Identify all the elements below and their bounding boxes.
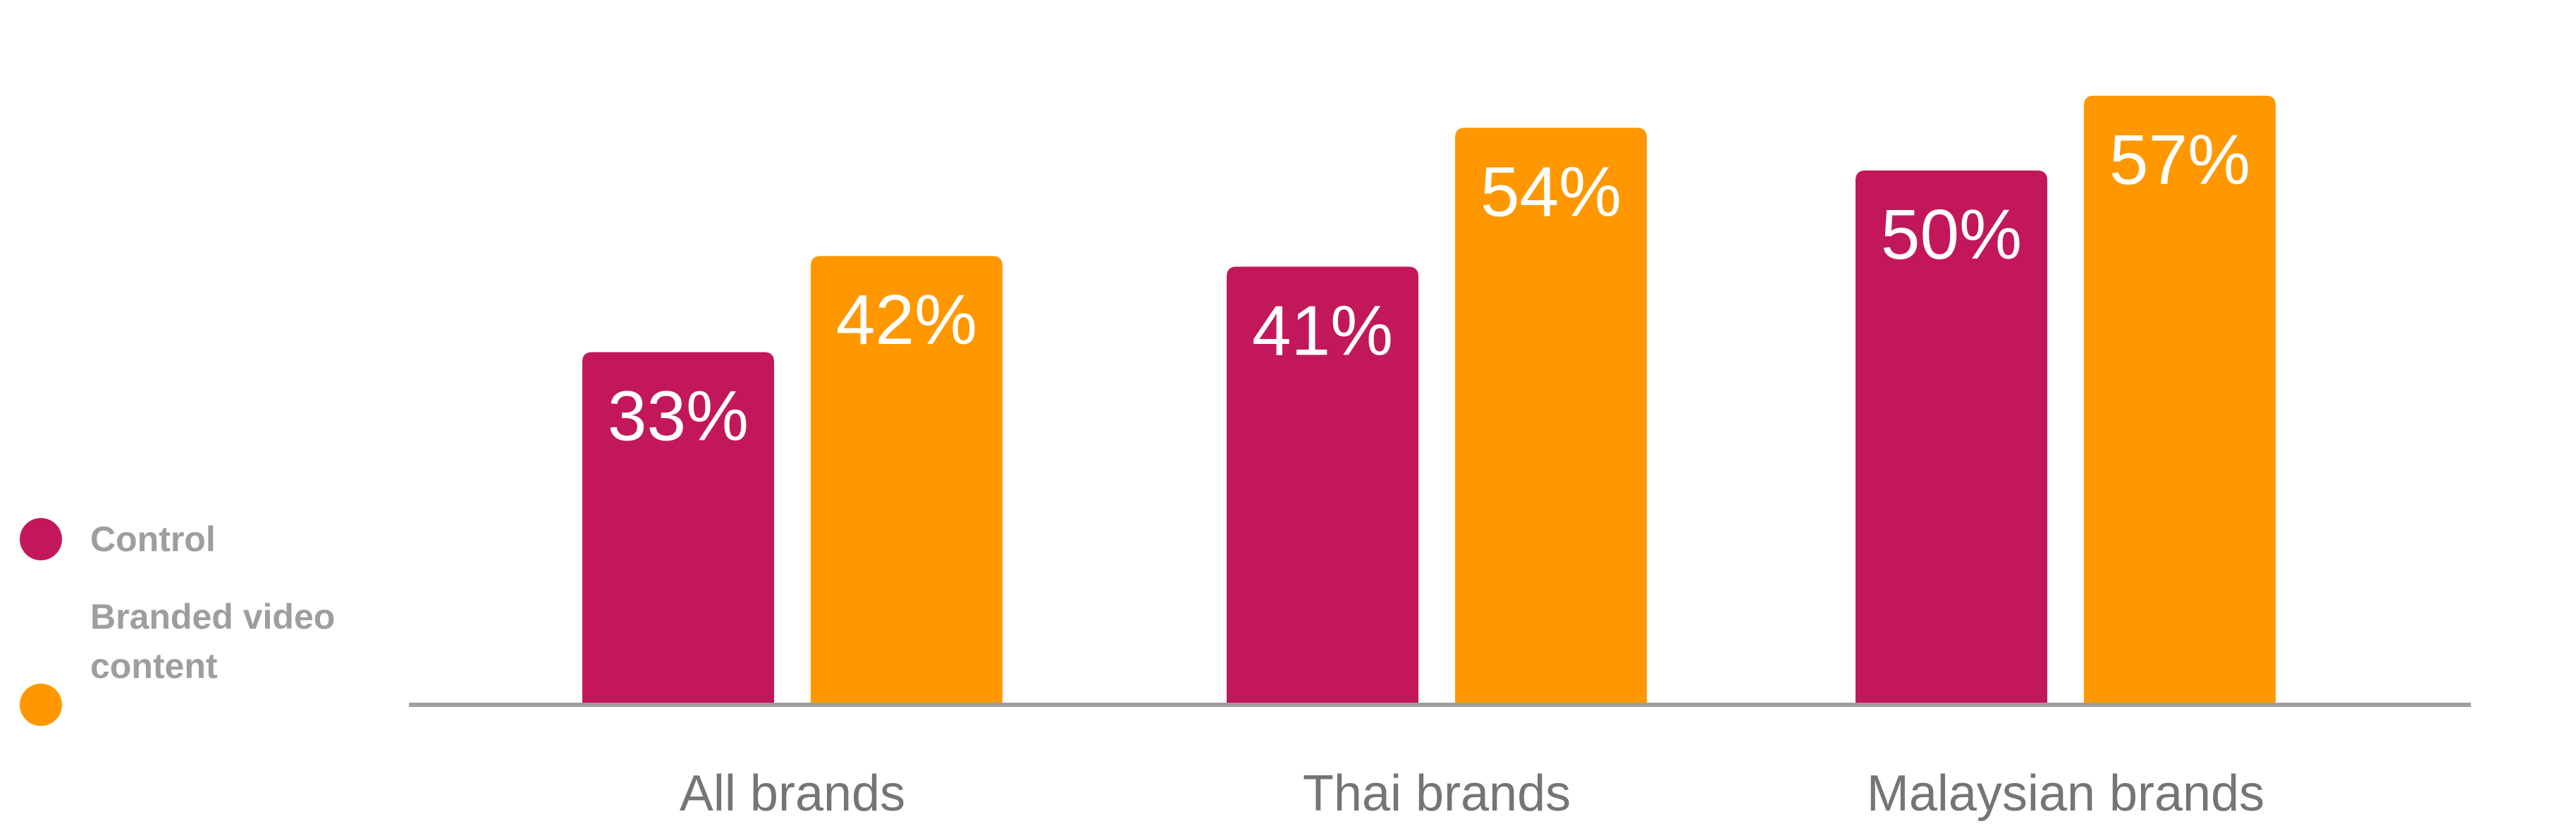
bar-value-label-branded-video-content-all-brands: 42% [836, 281, 977, 359]
legend-item-branded-video-content: Branded video content [20, 592, 386, 726]
x-tick-label-malaysian-brands: Malaysian brands [1867, 765, 2264, 822]
bar-value-label-branded-video-content-malaysian-brands: 57% [2109, 121, 2250, 199]
bar-branded-video-content-all-brands [811, 256, 1002, 705]
legend-swatch-branded-video-content [20, 684, 62, 726]
bar-control-thai-brands [1227, 266, 1418, 705]
bar-value-label-control-malaysian-brands: 50% [1881, 195, 2022, 274]
legend-label-control: Control [90, 519, 216, 559]
x-tick-label-all-brands: All brands [680, 765, 905, 822]
bar-control-malaysian-brands [1856, 170, 2047, 705]
bar-value-label-control-all-brands: 33% [608, 377, 749, 456]
bar-control-all-brands [582, 352, 774, 705]
legend-item-control: Control [20, 514, 386, 564]
legend-swatch-control [20, 518, 62, 560]
bar-value-label-control-thai-brands: 41% [1252, 291, 1393, 370]
bar-branded-video-content-thai-brands [1455, 128, 1647, 705]
chart-legend: Control Branded video content [20, 514, 386, 726]
bar-branded-video-content-malaysian-brands [2084, 95, 2276, 705]
bar-value-label-branded-video-content-thai-brands: 54% [1480, 152, 1621, 231]
x-tick-label-thai-brands: Thai brands [1303, 765, 1571, 822]
legend-label-branded-video-content: Branded video content [90, 597, 336, 686]
